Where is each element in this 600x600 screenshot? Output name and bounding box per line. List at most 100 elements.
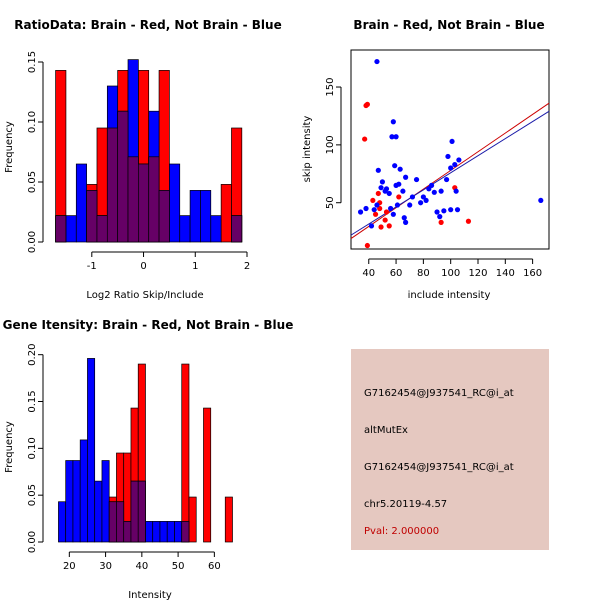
intensity-bar-blue xyxy=(58,501,67,543)
ratio-bar-blue xyxy=(65,215,77,243)
scatter-point-blue xyxy=(441,208,447,214)
scatter-x-tick-label: 160 xyxy=(523,268,542,279)
scatter-point-blue xyxy=(394,202,401,208)
ratio-bar-overlap xyxy=(106,127,119,243)
ratio-bar-overlap xyxy=(117,110,129,243)
intensity-y-tick-label: 0.00 xyxy=(27,531,38,553)
scatter-point-blue xyxy=(389,134,395,140)
scatter-fit-lines xyxy=(350,102,550,239)
scatter-x-tick-label: 100 xyxy=(441,268,460,279)
scatter-point-red xyxy=(386,223,392,229)
scatter-y-axis-label: skip intensity xyxy=(302,116,313,183)
scatter-point-blue xyxy=(374,202,380,208)
scatter-point-red xyxy=(375,190,381,197)
scatter-point-blue xyxy=(397,166,403,172)
scatter-point-blue xyxy=(418,200,424,206)
pval-label: Pval: 2.000000 xyxy=(364,526,440,537)
intensity-x-axis-label: Intensity xyxy=(128,590,172,600)
scatter-point-blue xyxy=(390,119,396,125)
ratio-bar-overlap xyxy=(158,190,170,243)
intensity-bar-blue xyxy=(87,358,96,543)
scatter-point-red xyxy=(362,136,368,142)
intensity-bar-red xyxy=(224,496,233,543)
intensity-bar-blue xyxy=(145,521,154,543)
scatter-point-blue xyxy=(375,167,381,173)
scatter-point-blue xyxy=(445,153,451,160)
scatter-point-blue xyxy=(388,205,394,212)
scatter-point-blue xyxy=(453,188,459,194)
intensity-bar-blue xyxy=(159,521,168,543)
ratio-bar-overlap xyxy=(231,215,243,243)
ratio-x-tick-label: 1 xyxy=(192,261,198,272)
scatter-point-red xyxy=(370,197,376,204)
intensity-bar-overlap xyxy=(130,480,139,543)
intensity-bar-blue xyxy=(166,521,175,543)
scatter-point-blue xyxy=(428,182,435,188)
ratio-y-tick-label: 0.15 xyxy=(27,51,38,73)
scatter-point-blue xyxy=(396,181,402,187)
ratio-x-tick-label: 2 xyxy=(244,261,250,272)
intensity-x-tick-label: 20 xyxy=(63,561,76,572)
ratio-y-axis-label: Frequency xyxy=(4,121,15,173)
ratio-chart-title: RatioData: Brain - Red, Not Brain - Blue xyxy=(14,18,281,32)
ratio-bar-overlap xyxy=(86,190,98,243)
scatter-point-blue xyxy=(449,138,455,145)
scatter-point-blue xyxy=(390,211,396,217)
scatter-point-blue xyxy=(401,215,407,221)
scatter-point-blue xyxy=(426,186,432,192)
info-panel: G7162454@J937541_RC@i_at altMutEx G71624… xyxy=(351,349,549,550)
intensity-bar-blue xyxy=(174,521,183,543)
intensity-bars xyxy=(58,358,233,543)
intensity-bar-blue xyxy=(65,460,74,543)
scatter-x-tick-label: 140 xyxy=(496,268,515,279)
probe-id-label: G7162454@J937541_RC@i_at xyxy=(364,388,514,399)
scatter-point-blue xyxy=(452,161,458,168)
intensity-axes: 20 30 40 50 60 0.00 0.05 0.10 0.15 0.20 xyxy=(27,344,221,572)
scatter-panel: Brain - Red, Not Brain - Blue include in… xyxy=(302,18,550,301)
intensity-bar-blue xyxy=(152,521,161,543)
intensity-y-tick-label: 0.05 xyxy=(27,484,38,506)
ratio-bar-overlap xyxy=(148,156,160,243)
intensity-bar-overlap xyxy=(116,501,125,543)
ratio-y-tick-label: 0.10 xyxy=(27,111,38,133)
scatter-point-blue xyxy=(420,194,426,200)
scatter-point-red xyxy=(438,219,444,225)
scatter-point-blue xyxy=(434,209,440,215)
ratio-bar-blue xyxy=(210,215,222,243)
scatter-point-red xyxy=(378,224,384,230)
intensity-x-tick-label: 30 xyxy=(99,561,112,572)
scatter-x-tick-label: 40 xyxy=(362,268,375,279)
scatter-point-blue xyxy=(423,197,429,204)
ratio-bar-overlap xyxy=(55,215,67,243)
scatter-point-blue xyxy=(448,207,454,213)
scatter-point-blue xyxy=(400,188,406,194)
ratio-x-tick-label: -1 xyxy=(87,261,97,272)
intensity-y-axis-label: Frequency xyxy=(4,421,15,473)
scatter-point-blue xyxy=(378,185,384,191)
scatter-point-blue xyxy=(538,197,544,204)
scatter-fit-line-line_red xyxy=(350,102,550,239)
ratio-axes: -1 0 1 2 0.00 0.05 0.10 0.15 xyxy=(27,51,250,272)
intensity-bar-red xyxy=(181,363,190,543)
scatter-y-tick-label: 100 xyxy=(325,135,336,154)
scatter-point-blue xyxy=(374,58,380,65)
intensity-bar-red xyxy=(188,496,197,543)
intensity-x-tick-label: 60 xyxy=(208,561,221,572)
ratio-y-tick-label: 0.05 xyxy=(27,171,38,193)
scatter-point-blue xyxy=(454,207,461,213)
event-type-label: altMutEx xyxy=(364,425,408,436)
ratio-bar-blue xyxy=(75,163,87,243)
intensity-bar-blue xyxy=(72,460,81,543)
ratio-histogram-panel: RatioData: Brain - Red, Not Brain - Blue… xyxy=(4,18,282,301)
ratio-y-tick-label: 0.00 xyxy=(27,231,38,253)
scatter-point-blue xyxy=(371,207,377,213)
ratio-x-axis-label: Log2 Ratio Skip/Include xyxy=(86,290,203,301)
ratio-bar-blue xyxy=(200,190,212,243)
intensity-x-tick-label: 50 xyxy=(172,561,185,572)
location-label: chr5.20119-4.57 xyxy=(364,499,448,510)
ratio-bar-blue xyxy=(169,163,181,243)
ratio-bar-overlap xyxy=(138,163,150,243)
intensity-y-tick-label: 0.20 xyxy=(27,344,38,366)
scatter-point-blue xyxy=(357,209,364,215)
scatter-x-axis-label: include intensity xyxy=(408,290,491,301)
